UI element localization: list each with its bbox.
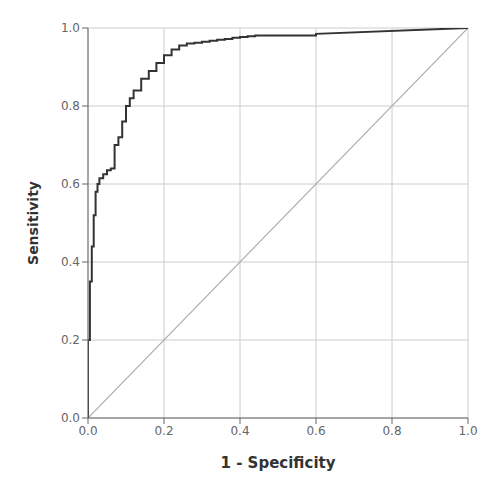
svg-text:0.4: 0.4: [61, 255, 80, 269]
svg-text:1.0: 1.0: [458, 424, 477, 438]
svg-text:0.8: 0.8: [61, 99, 80, 113]
svg-text:0.0: 0.0: [78, 424, 97, 438]
svg-text:0.6: 0.6: [306, 424, 325, 438]
svg-text:0.2: 0.2: [154, 424, 173, 438]
svg-text:Sensitivity: Sensitivity: [25, 181, 41, 265]
svg-text:0.2: 0.2: [61, 333, 80, 347]
svg-text:1.0: 1.0: [61, 21, 80, 35]
svg-text:0.8: 0.8: [382, 424, 401, 438]
svg-text:0.0: 0.0: [61, 411, 80, 425]
svg-text:0.6: 0.6: [61, 177, 80, 191]
svg-text:1 - Specificity: 1 - Specificity: [221, 454, 336, 472]
svg-text:0.4: 0.4: [230, 424, 249, 438]
